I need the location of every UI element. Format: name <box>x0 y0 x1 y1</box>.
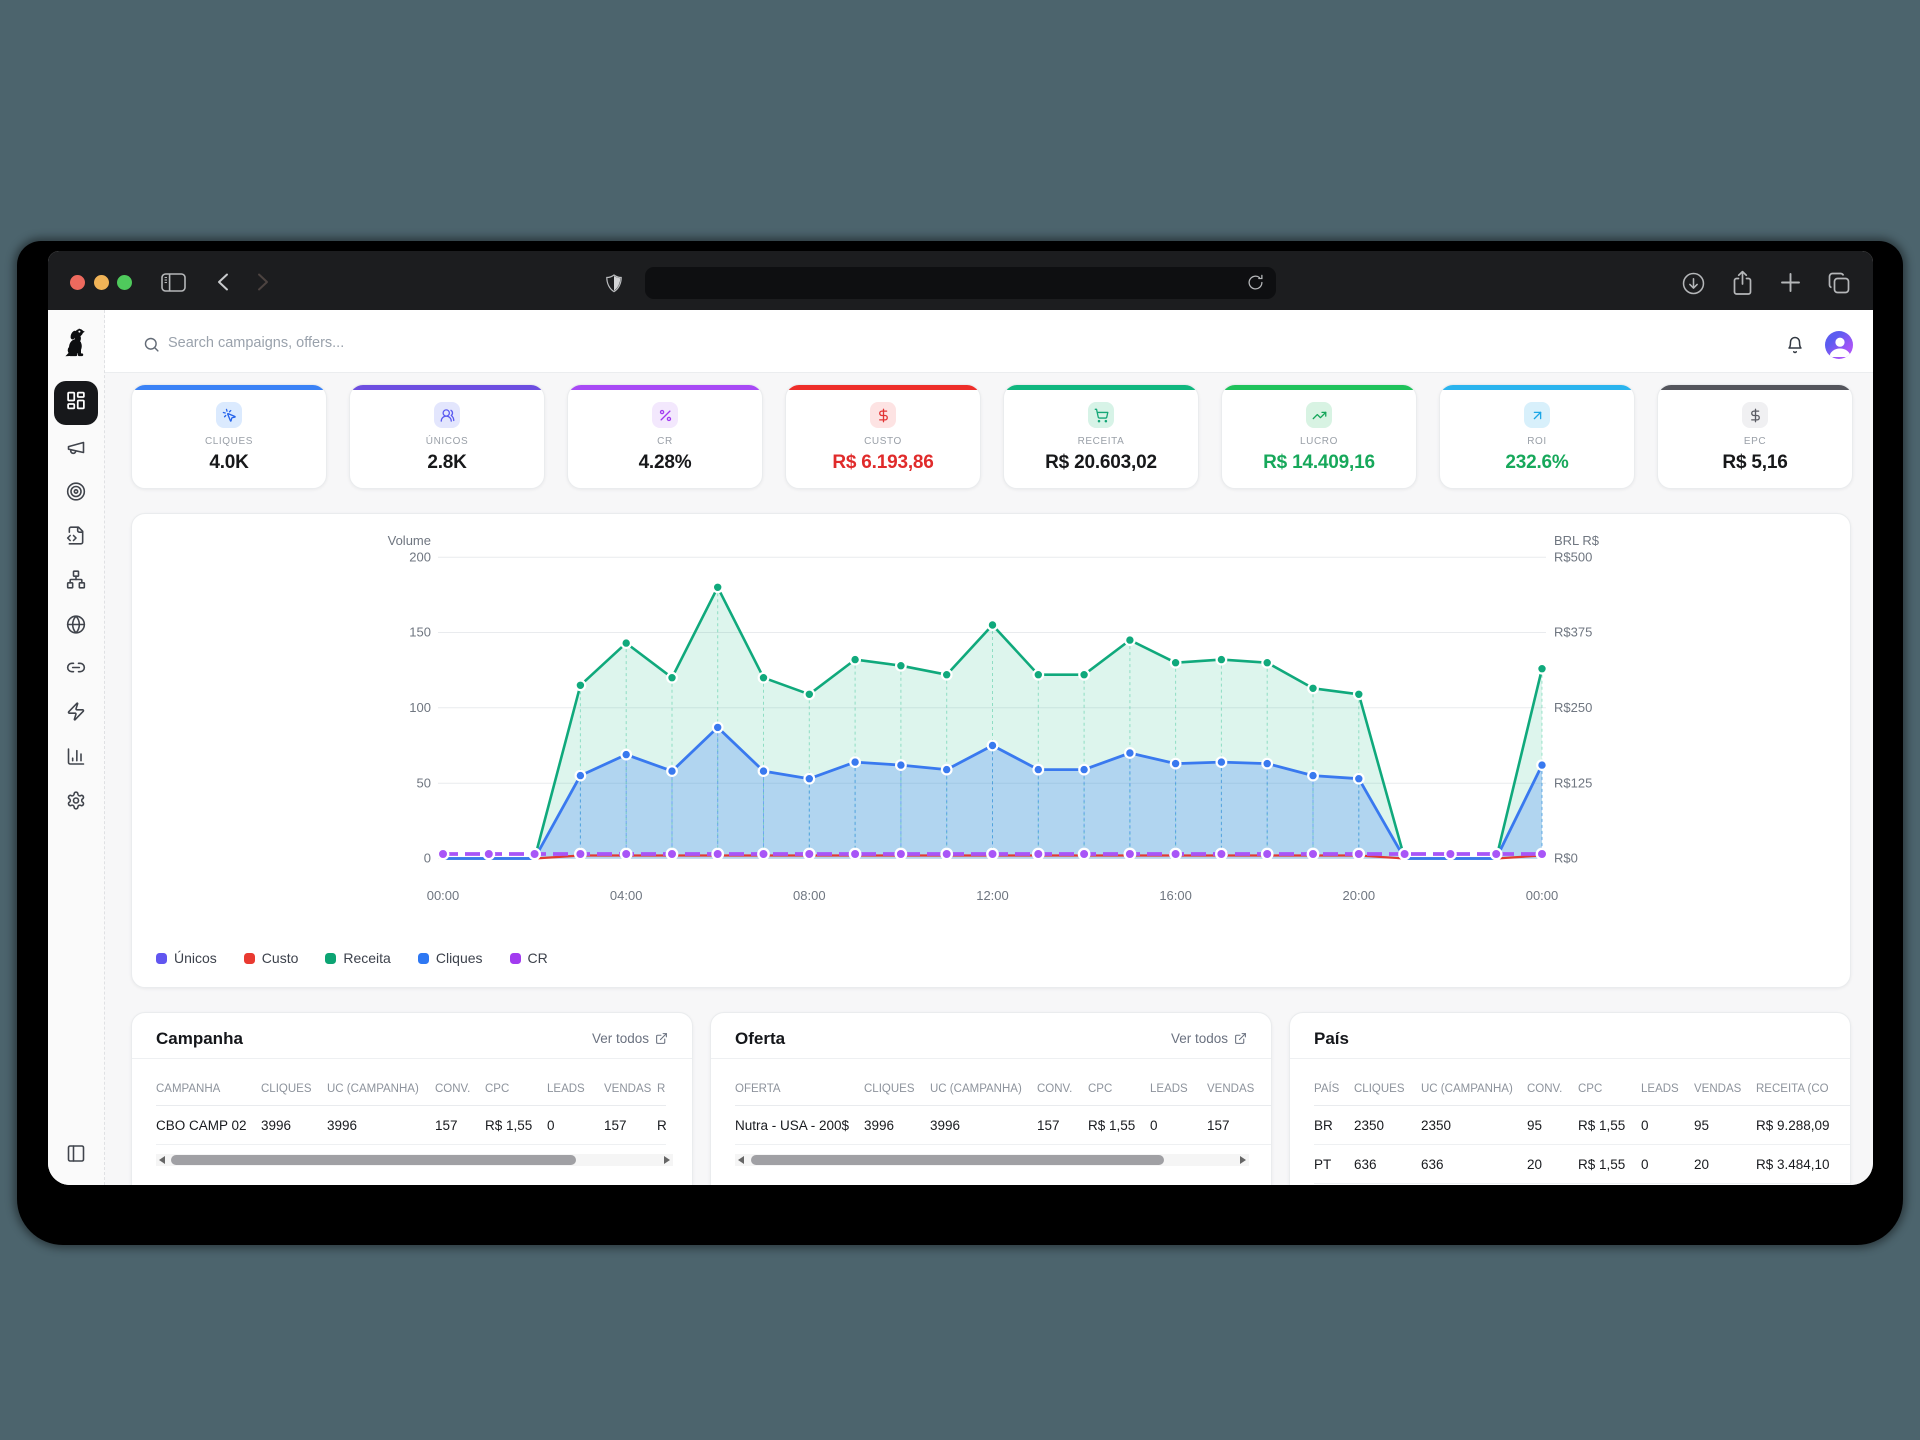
svg-text:50: 50 <box>417 775 431 790</box>
svg-text:00:00: 00:00 <box>427 888 460 903</box>
svg-text:00:00: 00:00 <box>1526 888 1559 903</box>
svg-text:150: 150 <box>409 625 431 640</box>
svg-text:08:00: 08:00 <box>793 888 826 903</box>
svg-text:BRL R$: BRL R$ <box>1554 533 1600 548</box>
svg-text:16:00: 16:00 <box>1159 888 1192 903</box>
svg-text:04:00: 04:00 <box>610 888 643 903</box>
svg-text:12:00: 12:00 <box>976 888 1009 903</box>
svg-text:0: 0 <box>424 851 431 866</box>
svg-text:R$375: R$375 <box>1554 625 1592 640</box>
svg-text:R$125: R$125 <box>1554 775 1592 790</box>
svg-text:200: 200 <box>409 549 431 564</box>
svg-text:R$250: R$250 <box>1554 700 1592 715</box>
svg-text:100: 100 <box>409 700 431 715</box>
svg-text:R$500: R$500 <box>1554 549 1592 564</box>
svg-text:Volume: Volume <box>388 533 431 548</box>
svg-text:R$0: R$0 <box>1554 851 1578 866</box>
svg-text:20:00: 20:00 <box>1343 888 1376 903</box>
